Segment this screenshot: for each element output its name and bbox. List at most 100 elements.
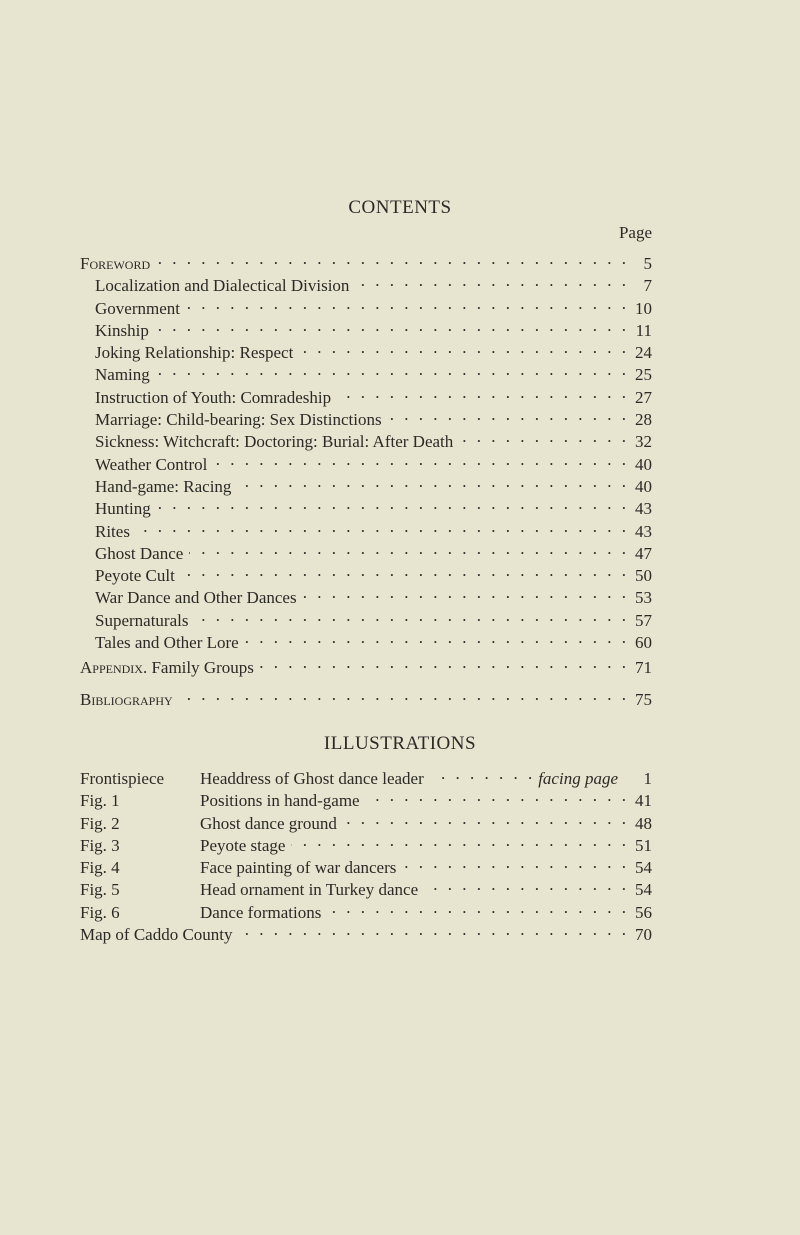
page-number: 5 xyxy=(643,254,653,273)
leader-dots xyxy=(189,539,626,559)
entry-title: Supernaturals xyxy=(95,610,189,630)
toc-entry[interactable]: Government 10 xyxy=(80,294,652,318)
toc-entry-appendix[interactable]: Appendix. Family Groups 71 xyxy=(80,653,652,677)
entry-title: Tales and Other Lore xyxy=(95,633,239,653)
entry-title: Ghost Dance xyxy=(95,543,184,563)
toc-entry[interactable]: Marriage: Child-bearing: Sex Distinction… xyxy=(80,405,652,430)
illustration-entry-map[interactable]: Map of Caddo County 70 xyxy=(80,920,652,944)
page-number: 51 xyxy=(635,835,652,855)
figure-caption: Dance formations xyxy=(200,902,322,922)
figure-label: Fig. 3 xyxy=(80,835,120,855)
contents-title: CONTENTS xyxy=(348,197,452,218)
facing-page-note: facing page xyxy=(538,769,618,788)
entry-title: Weather Control xyxy=(95,454,208,474)
illustration-entry[interactable]: Fig. 3 Peyote stage 51 xyxy=(80,831,652,855)
page-number: 70 xyxy=(635,925,652,944)
leader-dots xyxy=(291,831,626,851)
toc-entry[interactable]: Localization and Dialectical Division 7 xyxy=(80,271,653,296)
page-number: 71 xyxy=(635,658,652,677)
leader-dots xyxy=(260,653,626,673)
page-number: 43 xyxy=(635,521,652,541)
page-number: 24 xyxy=(635,343,652,363)
entry-title: Foreword xyxy=(80,254,151,273)
toc-entry[interactable]: Tales and Other Lore 60 xyxy=(80,628,652,653)
figure-caption: Face painting of war dancers xyxy=(200,858,397,878)
toc-entry[interactable]: Joking Relationship: Respect 24 xyxy=(80,338,652,363)
appendix-label: Appendix. xyxy=(80,658,148,677)
toc-entry[interactable]: Rites 43 xyxy=(80,517,652,541)
leader-dots xyxy=(430,764,532,784)
entry-title: Localization and Dialectical Division xyxy=(95,276,350,296)
page-number: 48 xyxy=(635,813,652,833)
leader-dots xyxy=(157,494,626,514)
toc-entry[interactable]: Hunting 43 xyxy=(80,494,652,518)
toc-entry[interactable]: Naming 25 xyxy=(80,360,652,384)
page-number: 60 xyxy=(635,633,652,653)
toc-entry-bibliography[interactable]: Bibliography 75 xyxy=(80,685,652,709)
leader-dots xyxy=(366,786,626,806)
page-number: 54 xyxy=(635,858,652,878)
page-number: 56 xyxy=(635,902,652,922)
leader-dots xyxy=(194,606,626,626)
toc-entry[interactable]: Kinship 11 xyxy=(80,316,652,340)
map-section: Map of Caddo County 70 xyxy=(80,920,652,944)
figure-caption: Headdress of Ghost dance leader xyxy=(200,769,424,788)
leader-dots xyxy=(303,583,626,603)
contents-list: Foreword5Localization and Dialectical Di… xyxy=(80,249,653,653)
figure-caption: Positions in hand-game xyxy=(200,791,360,811)
appendix-title: Family Groups xyxy=(147,658,254,677)
illustration-entry[interactable]: Fig. 2 Ghost dance ground 48 xyxy=(80,809,652,833)
leader-dots xyxy=(155,316,626,336)
leader-dots xyxy=(424,875,626,895)
entry-title: War Dance and Other Dances xyxy=(95,588,297,608)
leader-dots xyxy=(343,809,626,829)
illustration-entry[interactable]: Fig. 4 Face painting of war dancers 54 xyxy=(80,853,652,878)
leader-dots xyxy=(213,450,626,470)
figure-label: Fig. 4 xyxy=(80,858,120,878)
toc-entry[interactable]: Supernaturals 57 xyxy=(80,606,652,630)
toc-entry[interactable]: War Dance and Other Dances 53 xyxy=(80,583,652,608)
toc-entry[interactable]: Weather Control 40 xyxy=(80,450,652,474)
appendix-section: Appendix. Family Groups 71 xyxy=(80,653,652,677)
illustration-entry[interactable]: Fig. 5 Head ornament in Turkey dance 54 xyxy=(80,875,652,900)
page-number: 10 xyxy=(635,298,652,318)
figure-label: Fig. 1 xyxy=(80,791,120,811)
entry-title: Government xyxy=(95,298,180,318)
leader-dots xyxy=(388,405,626,425)
illustration-entry[interactable]: Frontispiece Headdress of Ghost dance lea… xyxy=(80,764,653,788)
illustration-entry[interactable]: Fig. 6 Dance formations 56 xyxy=(80,898,652,922)
toc-entry[interactable]: Peyote Cult 50 xyxy=(80,561,652,586)
toc-entry[interactable]: Ghost Dance 47 xyxy=(80,539,652,563)
page-number: 47 xyxy=(635,543,652,563)
toc-entry[interactable]: Instruction of Youth: Comradeship 27 xyxy=(80,383,652,407)
page-number: 41 xyxy=(635,791,652,811)
leader-dots xyxy=(179,685,626,705)
figure-caption: Ghost dance ground xyxy=(200,813,337,833)
figure-caption: Peyote stage xyxy=(200,835,286,855)
bibliography-section: Bibliography 75 xyxy=(80,685,652,709)
leader-dots xyxy=(156,360,626,380)
page-number: 40 xyxy=(635,476,652,496)
map-label: Map of Caddo County xyxy=(80,925,233,944)
leader-dots xyxy=(136,517,626,537)
page-number: 7 xyxy=(643,276,653,296)
figure-label: Fig. 5 xyxy=(80,880,120,900)
page-number: 28 xyxy=(635,410,652,430)
entry-title: Hand-game: Racing xyxy=(95,476,232,496)
bibliography-label: Bibliography xyxy=(80,690,173,709)
illustration-entry[interactable]: Fig. 1 Positions in hand-game 41 xyxy=(80,786,652,811)
toc-entry[interactable]: Hand-game: Racing 40 xyxy=(80,472,652,496)
leader-dots xyxy=(337,383,626,403)
toc-entry[interactable]: Sickness: Witchcraft: Doctoring: Burial:… xyxy=(80,427,652,452)
page-number: 11 xyxy=(635,320,652,340)
entry-title: Sickness: Witchcraft: Doctoring: Burial:… xyxy=(95,432,454,452)
leader-dots xyxy=(459,427,626,447)
page-number: 53 xyxy=(635,588,652,608)
entry-title: Marriage: Child-bearing: Sex Distinction… xyxy=(95,410,382,430)
page-number: 27 xyxy=(635,387,652,407)
toc-entry[interactable]: Foreword 5 xyxy=(80,249,653,273)
entry-title: Rites xyxy=(95,521,130,541)
page-number: 1 xyxy=(643,769,653,788)
leader-dots xyxy=(156,249,626,269)
page-number: 50 xyxy=(635,566,652,586)
